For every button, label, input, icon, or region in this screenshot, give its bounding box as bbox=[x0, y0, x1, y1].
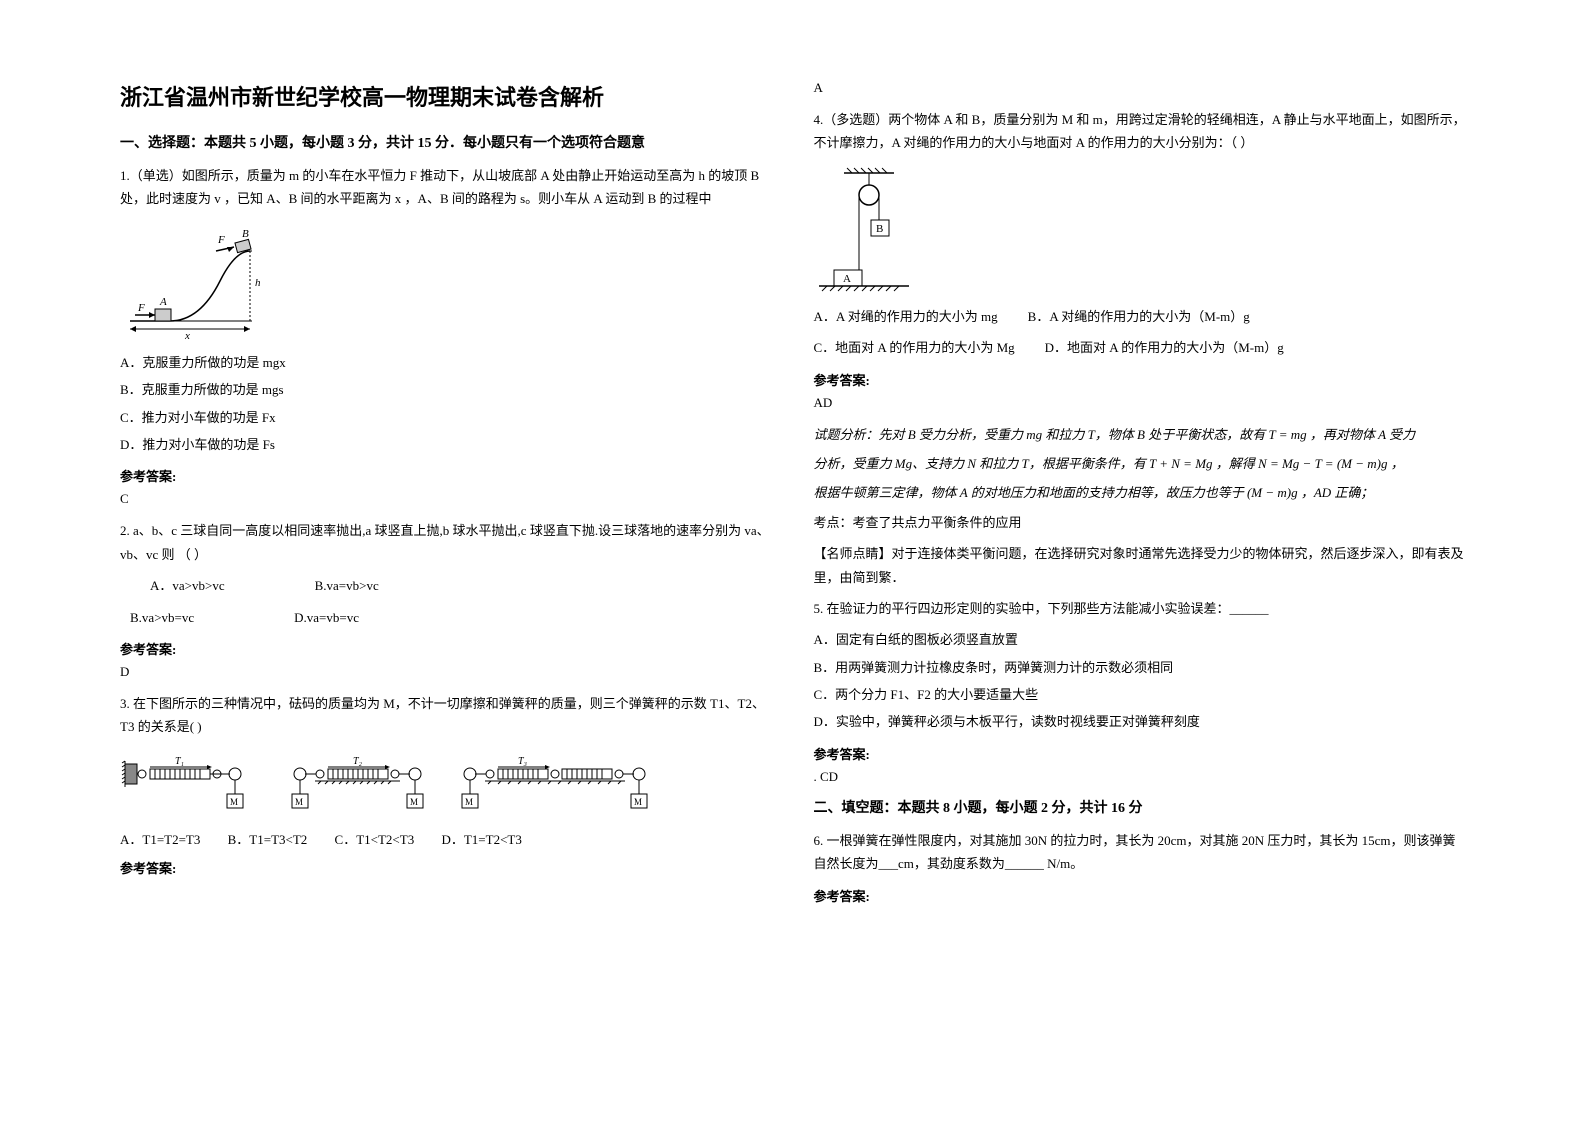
q1-answer-label: 参考答案: bbox=[120, 466, 774, 485]
q1-figure: h x A F B F bbox=[120, 221, 774, 341]
q4-answer-label: 参考答案: bbox=[814, 370, 1468, 389]
svg-text:M: M bbox=[634, 797, 642, 807]
q3-text: 3. 在下图所示的三种情况中，砝码的质量均为 M，不计一切摩擦和弹簧秤的质量，则… bbox=[120, 692, 774, 739]
q4-optA: A．A 对绳的作用力的大小为 mg bbox=[814, 305, 998, 328]
q4-optB: B．A 对绳的作用力的大小为（M-m）g bbox=[1028, 305, 1250, 328]
svg-text:M: M bbox=[410, 797, 418, 807]
svg-text:h: h bbox=[255, 277, 261, 289]
q4-point: 考点：考查了共点力平衡条件的应用 bbox=[814, 511, 1468, 534]
q3-optA: A．T1=T2=T3 bbox=[120, 832, 200, 847]
section1-header: 一、选择题：本题共 5 小题，每小题 3 分，共计 15 分．每小题只有一个选项… bbox=[120, 132, 774, 152]
svg-text:M: M bbox=[230, 797, 238, 807]
q3-answer: A bbox=[814, 80, 1468, 96]
svg-text:B: B bbox=[242, 228, 249, 240]
page-title: 浙江省温州市新世纪学校高一物理期末试卷含解析 bbox=[120, 80, 774, 112]
q5-text: 5. 在验证力的平行四边形定则的实验中，下列那些方法能减小实验误差：______ bbox=[814, 597, 1468, 620]
q2-options-row1: A．va>vb>vc B.va=vb>vc bbox=[120, 574, 774, 597]
section2-header: 二、填空题：本题共 8 小题，每小题 2 分，共计 16 分 bbox=[814, 797, 1468, 817]
svg-text:x: x bbox=[184, 330, 190, 341]
svg-text:T₃: T₃ bbox=[518, 756, 528, 767]
q2-answer: D bbox=[120, 664, 774, 680]
left-column: 浙江省温州市新世纪学校高一物理期末试卷含解析 一、选择题：本题共 5 小题，每小… bbox=[100, 80, 794, 1042]
q3-optB: B．T1=T3<T2 bbox=[228, 832, 308, 847]
q4-tip: 【名师点睛】对于连接体类平衡问题，在选择研究对象时通常先选择受力少的物体研究，然… bbox=[814, 542, 1468, 589]
svg-text:F: F bbox=[217, 234, 225, 246]
q5-optC: C．两个分力 F1、F2 的大小要适量大些 bbox=[814, 683, 1468, 706]
q2-optC: B.va>vb=vc bbox=[130, 606, 194, 629]
q2-optD: D.va=vb=vc bbox=[294, 606, 359, 629]
q3-options: A．T1=T2=T3 B．T1=T3<T2 C．T1<T2<T3 D．T1=T2… bbox=[120, 829, 774, 848]
svg-text:M: M bbox=[295, 797, 303, 807]
q4-optD: D．地面对 A 的作用力的大小为（M-m）g bbox=[1045, 336, 1284, 359]
q3-optC: C．T1<T2<T3 bbox=[335, 832, 415, 847]
q1-text: 1.（单选）如图所示，质量为 m 的小车在水平恒力 F 推动下，从山坡底部 A … bbox=[120, 164, 774, 211]
q2-text: 2. a、b、c 三球自同一高度以相同速率抛出,a 球竖直上抛,b 球水平抛出,… bbox=[120, 519, 774, 566]
q1-optC: C．推力对小车做的功是 Fx bbox=[120, 406, 774, 429]
svg-text:T₁: T₁ bbox=[175, 756, 184, 767]
q5-optD: D．实验中，弹簧秤必须与木板平行，读数时视线要正对弹簧秤刻度 bbox=[814, 710, 1468, 733]
svg-text:A: A bbox=[159, 296, 167, 308]
svg-text:F: F bbox=[137, 302, 145, 314]
svg-text:M: M bbox=[465, 797, 473, 807]
q4-figure: B A bbox=[814, 165, 1468, 295]
q4-optC: C．地面对 A 的作用力的大小为 Mg bbox=[814, 336, 1015, 359]
q4-analysis1: 试题分析：先对 B 受力分析，受重力 mg 和拉力 T，物体 B 处于平衡状态，… bbox=[814, 423, 1468, 446]
q1-optD: D．推力对小车做的功是 Fs bbox=[120, 433, 774, 456]
svg-text:A: A bbox=[843, 273, 851, 285]
q5-optA: A．固定有白纸的图板必须竖直放置 bbox=[814, 628, 1468, 651]
q2-optA: A．va>vb>vc bbox=[150, 574, 225, 597]
q2-answer-label: 参考答案: bbox=[120, 639, 774, 658]
q4-answer: AD bbox=[814, 395, 1468, 411]
q3-optD: D．T1=T2<T3 bbox=[441, 832, 521, 847]
q4-options-row1: A．A 对绳的作用力的大小为 mg B．A 对绳的作用力的大小为（M-m）g bbox=[814, 305, 1468, 328]
q5-answer-label: 参考答案: bbox=[814, 744, 1468, 763]
q4-analysis2: 分析，受重力 Mg、支持力 N 和拉力 T，根据平衡条件，有 T + N = M… bbox=[814, 452, 1468, 475]
q6-answer-label: 参考答案: bbox=[814, 886, 1468, 905]
svg-text:B: B bbox=[876, 223, 883, 235]
q3-figure: T₁ M T₂ M M bbox=[120, 749, 774, 819]
q4-analysis3: 根据牛顿第三定律，物体 A 的对地压力和地面的支持力相等，故压力也等于 (M −… bbox=[814, 481, 1468, 504]
q2-optB: B.va=vb>vc bbox=[315, 574, 379, 597]
q4-text: 4.（多选题）两个物体 A 和 B，质量分别为 M 和 m，用跨过定滑轮的轻绳相… bbox=[814, 108, 1468, 155]
right-column: A 4.（多选题）两个物体 A 和 B，质量分别为 M 和 m，用跨过定滑轮的轻… bbox=[794, 80, 1488, 1042]
q1-optA: A．克服重力所做的功是 mgx bbox=[120, 351, 774, 374]
q4-options-row2: C．地面对 A 的作用力的大小为 Mg D．地面对 A 的作用力的大小为（M-m… bbox=[814, 336, 1468, 359]
q1-answer: C bbox=[120, 491, 774, 507]
q2-options-row2: B.va>vb=vc D.va=vb=vc bbox=[120, 606, 774, 629]
q5-answer: . CD bbox=[814, 769, 1468, 785]
q6-text: 6. 一根弹簧在弹性限度内，对其施加 30N 的拉力时，其长为 20cm，对其施… bbox=[814, 829, 1468, 876]
q3-answer-label: 参考答案: bbox=[120, 858, 774, 877]
q5-optB: B．用两弹簧测力计拉橡皮条时，两弹簧测力计的示数必须相同 bbox=[814, 656, 1468, 679]
svg-text:T₂: T₂ bbox=[353, 756, 363, 767]
q1-optB: B．克服重力所做的功是 mgs bbox=[120, 378, 774, 401]
